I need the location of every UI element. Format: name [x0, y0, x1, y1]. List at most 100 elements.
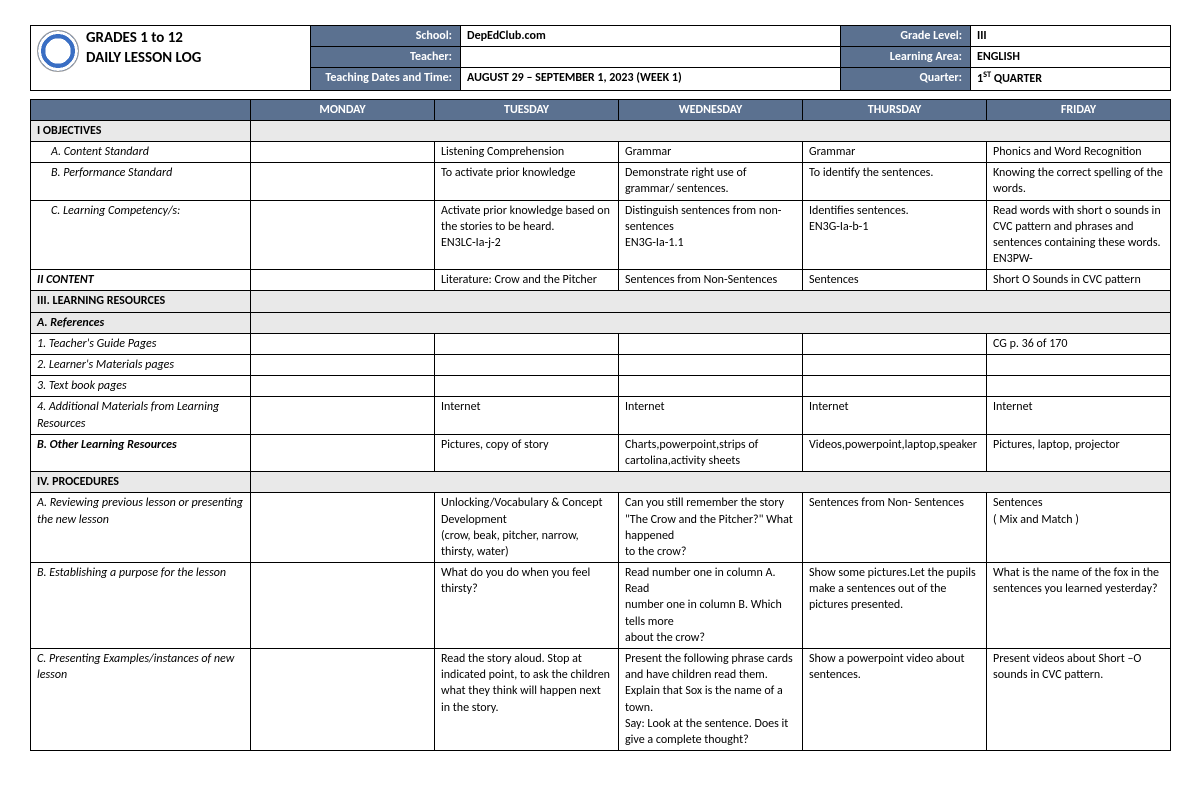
cell: Activate prior knowledge based on the st…: [435, 200, 619, 270]
cell: [251, 163, 435, 200]
deped-logo-icon: [37, 30, 79, 72]
cell: [251, 434, 435, 471]
label-grade: Grade Level:: [841, 26, 971, 47]
cell: Demonstrate right use of grammar/ senten…: [619, 163, 803, 200]
cell: Grammar: [619, 141, 803, 162]
section-references: A. References: [31, 312, 1171, 333]
day-header-row: MONDAY TUESDAY WEDNESDAY THURSDAY FRIDAY: [31, 99, 1171, 120]
cell: [619, 355, 803, 376]
cell: [803, 355, 987, 376]
cell: What is the name of the fox in the sente…: [987, 563, 1171, 649]
cell: Internet: [435, 397, 619, 434]
cell: [619, 376, 803, 397]
row-learning-competency: C. Learning Competency/s: Activate prior…: [31, 200, 1171, 270]
value-area: ENGLISH: [971, 47, 1171, 68]
row-label: B. Establishing a purpose for the lesson: [31, 563, 251, 649]
cell: Read words with short o sounds in CVC pa…: [987, 200, 1171, 270]
row-label: B. Performance Standard: [31, 163, 251, 200]
cell: Sentences: [803, 270, 987, 291]
cell: To identify the sentences.: [803, 163, 987, 200]
row-label: C. Presenting Examples/instances of new …: [31, 649, 251, 751]
lesson-table: MONDAY TUESDAY WEDNESDAY THURSDAY FRIDAY…: [30, 99, 1171, 752]
day-fri: FRIDAY: [987, 99, 1171, 120]
row-textbook: 3. Text book pages: [31, 376, 1171, 397]
cell: Phonics and Word Recognition: [987, 141, 1171, 162]
cell: [251, 493, 435, 563]
value-quarter: 1ST QUARTER: [971, 68, 1171, 90]
row-label: A. Content Standard: [31, 141, 251, 162]
day-wed: WEDNESDAY: [619, 99, 803, 120]
cell: To activate prior knowledge: [435, 163, 619, 200]
cell: [435, 355, 619, 376]
value-school: DepEdClub.com: [461, 26, 841, 47]
cell: [987, 355, 1171, 376]
day-mon: MONDAY: [251, 99, 435, 120]
cell: [987, 376, 1171, 397]
cell: Knowing the correct spelling of the word…: [987, 163, 1171, 200]
cell: [251, 563, 435, 649]
cell: Present the following phrase cards and h…: [619, 649, 803, 751]
day-thu: THURSDAY: [803, 99, 987, 120]
cell: Grammar: [803, 141, 987, 162]
title-line-2: DAILY LESSON LOG: [86, 49, 201, 67]
row-content: II CONTENT Literature: Crow and the Pitc…: [31, 270, 1171, 291]
row-content-standard: A. Content Standard Listening Comprehens…: [31, 141, 1171, 162]
cell: Show some pictures.Let the pupils make a…: [803, 563, 987, 649]
cell: [251, 200, 435, 270]
cell: [803, 376, 987, 397]
cell: Present videos about Short –O sounds in …: [987, 649, 1171, 751]
row-label: A. Reviewing previous lesson or presenti…: [31, 493, 251, 563]
cell: Unlocking/Vocabulary & Concept Developme…: [435, 493, 619, 563]
row-teachers-guide: 1. Teacher's Guide Pages CG p. 36 of 170: [31, 333, 1171, 354]
cell: Identifies sentences. EN3G-Ia-b-1: [803, 200, 987, 270]
cell: Literature: Crow and the Pitcher: [435, 270, 619, 291]
doc-title: GRADES 1 to 12 DAILY LESSON LOG: [31, 26, 311, 91]
cell: Listening Comprehension: [435, 141, 619, 162]
cell: Can you still remember the story "The Cr…: [619, 493, 803, 563]
cell: [251, 333, 435, 354]
cell: [251, 141, 435, 162]
row-label: 4. Additional Materials from Learning Re…: [31, 397, 251, 434]
value-grade: III: [971, 26, 1171, 47]
cell: Internet: [987, 397, 1171, 434]
cell: Short O Sounds in CVC pattern: [987, 270, 1171, 291]
row-label: C. Learning Competency/s:: [31, 200, 251, 270]
cell: Internet: [619, 397, 803, 434]
cell: Sentences ( Mix and Match ): [987, 493, 1171, 563]
cell: CG p. 36 of 170: [987, 333, 1171, 354]
label-dates: Teaching Dates and Time:: [311, 68, 461, 90]
cell: [251, 270, 435, 291]
cell: Pictures, copy of story: [435, 434, 619, 471]
value-dates: AUGUST 29 – SEPTEMBER 1, 2023 (WEEK 1): [461, 68, 841, 90]
header-table: GRADES 1 to 12 DAILY LESSON LOG School: …: [30, 25, 1171, 91]
row-label: B. Other Learning Resources: [31, 434, 251, 471]
cell: [619, 333, 803, 354]
row-label: 2. Learner's Materials pages: [31, 355, 251, 376]
day-tue: TUESDAY: [435, 99, 619, 120]
row-learners-materials: 2. Learner's Materials pages: [31, 355, 1171, 376]
row-other-resources: B. Other Learning Resources Pictures, co…: [31, 434, 1171, 471]
title-line-1: GRADES 1 to 12: [86, 29, 183, 47]
section-objectives: I OBJECTIVES: [31, 120, 1171, 141]
cell: Internet: [803, 397, 987, 434]
cell: [251, 397, 435, 434]
row-label: 1. Teacher's Guide Pages: [31, 333, 251, 354]
label-teacher: Teacher:: [311, 47, 461, 68]
value-teacher: [461, 47, 841, 68]
cell: Videos,powerpoint,laptop,speaker: [803, 434, 987, 471]
cell: [435, 376, 619, 397]
cell: Sentences from Non- Sentences: [803, 493, 987, 563]
section-resources: III. LEARNING RESOURCES: [31, 291, 1171, 312]
cell: Read the story aloud. Stop at indicated …: [435, 649, 619, 751]
cell: [251, 649, 435, 751]
section-procedures: IV. PROCEDURES: [31, 472, 1171, 493]
row-proc-b: B. Establishing a purpose for the lesson…: [31, 563, 1171, 649]
cell: Show a powerpoint video about sentences.: [803, 649, 987, 751]
row-label: 3. Text book pages: [31, 376, 251, 397]
cell: What do you do when you feel thirsty?: [435, 563, 619, 649]
label-quarter: Quarter:: [841, 68, 971, 90]
cell: Read number one in column A. Read number…: [619, 563, 803, 649]
row-proc-c: C. Presenting Examples/instances of new …: [31, 649, 1171, 751]
cell: Distinguish sentences from non-sentences…: [619, 200, 803, 270]
cell: [803, 333, 987, 354]
